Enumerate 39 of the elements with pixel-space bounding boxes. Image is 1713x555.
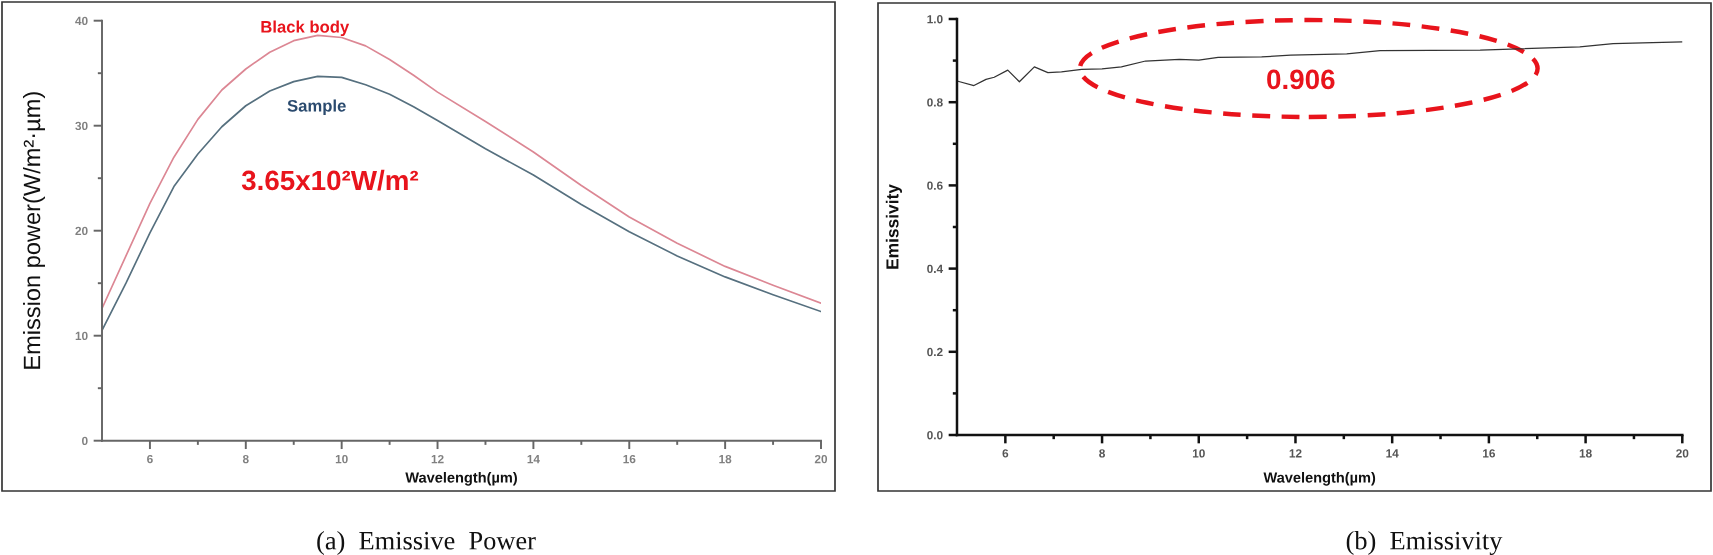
y-tick-label: 30 — [75, 121, 88, 131]
y-tick-label: 40 — [75, 16, 88, 26]
y-axis-title: Emissivity — [885, 184, 902, 269]
y-tick-label: 20 — [75, 226, 88, 236]
x-tick-label: 6 — [147, 454, 153, 464]
x-tick-label: 16 — [623, 454, 636, 464]
x-tick-label: 18 — [1579, 449, 1592, 458]
x-tick-label: 12 — [1289, 449, 1302, 458]
x-tick-label: 16 — [1483, 449, 1496, 458]
y-tick-label: 0 — [82, 436, 88, 446]
x-tick-label: 10 — [1192, 449, 1205, 458]
text: (a) Emissive Power — [317, 531, 536, 555]
x-tick-label: 12 — [431, 454, 444, 464]
y-tick-label: 0.4 — [927, 264, 944, 273]
x-tick-label: 20 — [814, 454, 828, 464]
annotation: 3.65x10²W/m² — [241, 169, 419, 191]
x-tick-label: 6 — [1002, 449, 1009, 458]
line-series — [102, 75, 821, 332]
x-tick-label: 14 — [527, 455, 540, 464]
y-tick-label: 1.0 — [927, 15, 943, 24]
y-tick-label: 0.8 — [927, 98, 943, 107]
x-axis-title: Wavelength(µm) — [405, 472, 517, 486]
x-tick-label: 20 — [1676, 449, 1689, 458]
y-tick-label: 10 — [75, 331, 88, 341]
x-tick-label: 8 — [1099, 449, 1105, 458]
line-series — [102, 34, 821, 310]
y-tick-label: 0.2 — [927, 347, 943, 357]
y-tick-label: 0.6 — [927, 181, 943, 190]
text: (b) Emissivity — [1346, 531, 1503, 555]
x-tick-label: 18 — [719, 454, 732, 464]
x-tick-label: 10 — [335, 454, 348, 464]
x-tick-label: 14 — [1386, 449, 1399, 458]
series-label: Black body — [261, 20, 350, 37]
y-axis-title: Emission power(W/m²·µm) — [22, 92, 45, 369]
y-tick-label: 0.0 — [927, 431, 943, 440]
x-tick-label: 8 — [242, 454, 249, 464]
x-axis-title: Wavelength(µm) — [1263, 472, 1376, 486]
annotation: 0.906 — [1267, 69, 1335, 90]
series-label: Sample — [287, 99, 346, 115]
